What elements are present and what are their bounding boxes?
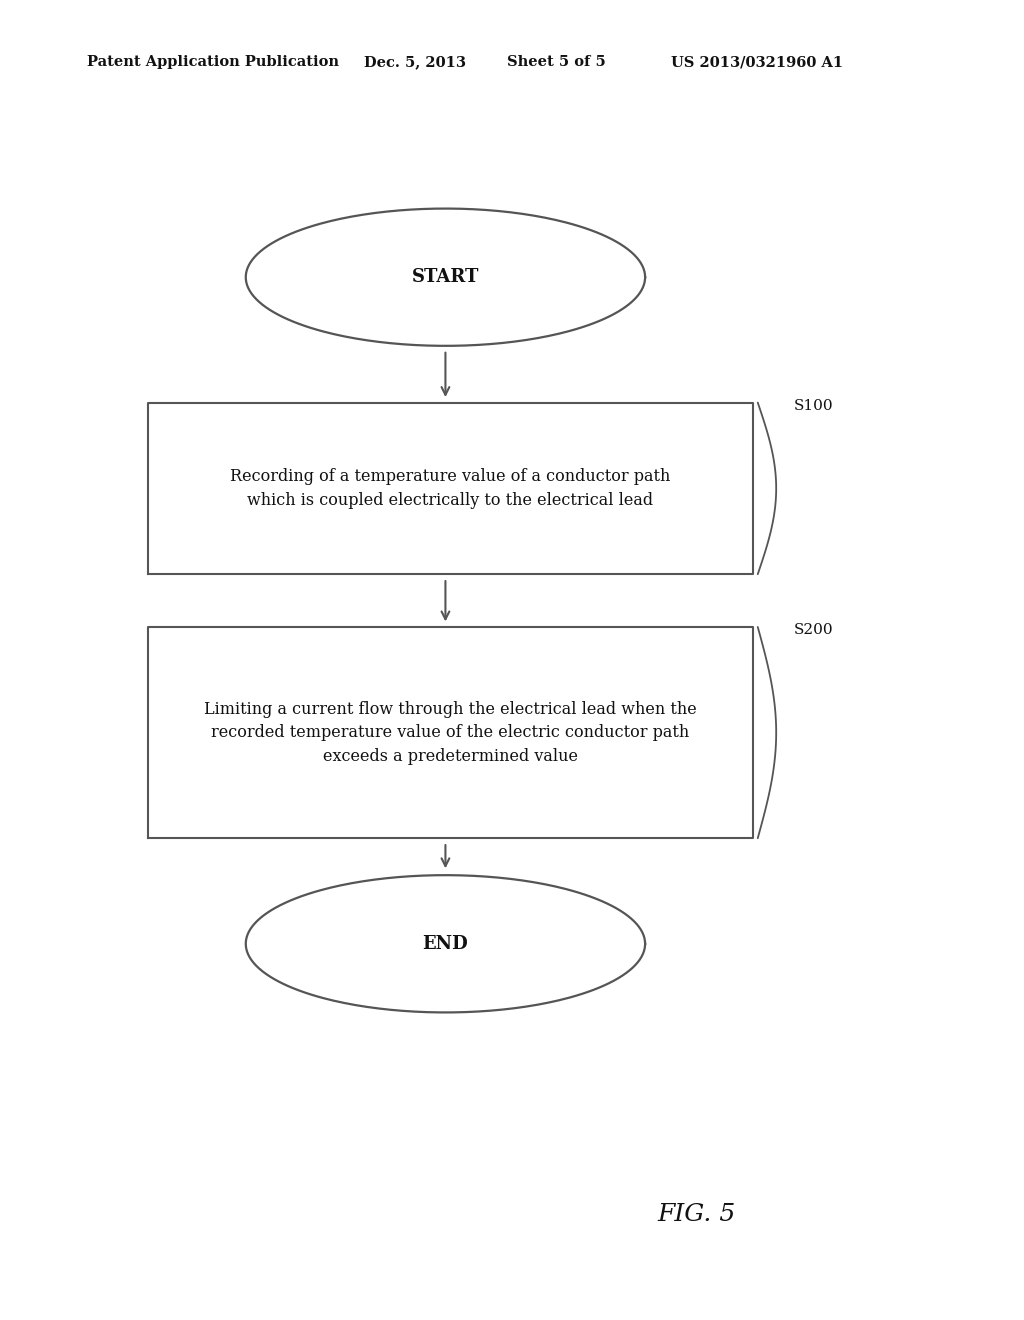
Text: S100: S100 <box>794 399 834 413</box>
Text: US 2013/0321960 A1: US 2013/0321960 A1 <box>671 55 843 70</box>
Text: Dec. 5, 2013: Dec. 5, 2013 <box>364 55 466 70</box>
Text: Limiting a current flow through the electrical lead when the
recorded temperatur: Limiting a current flow through the elec… <box>204 701 697 764</box>
Text: FIG. 5: FIG. 5 <box>657 1203 735 1226</box>
Text: Patent Application Publication: Patent Application Publication <box>87 55 339 70</box>
Text: START: START <box>412 268 479 286</box>
Text: Recording of a temperature value of a conductor path
which is coupled electrical: Recording of a temperature value of a co… <box>230 469 671 508</box>
Text: END: END <box>423 935 468 953</box>
Text: S200: S200 <box>794 623 834 638</box>
Text: Sheet 5 of 5: Sheet 5 of 5 <box>507 55 605 70</box>
